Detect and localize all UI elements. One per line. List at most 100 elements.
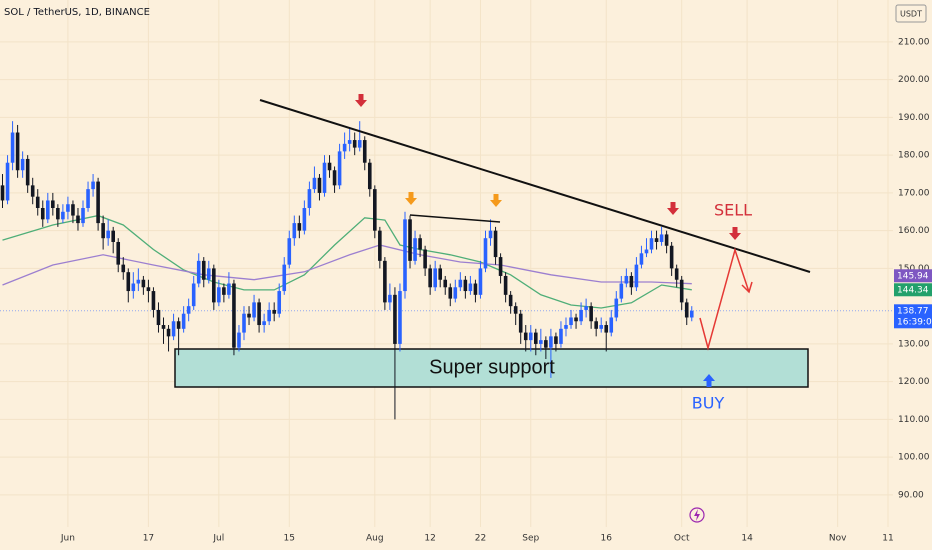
currency-box[interactable] <box>895 4 927 23</box>
price-tag <box>894 283 932 297</box>
candle-body <box>664 234 669 246</box>
x-tick-label: 15 <box>284 534 295 544</box>
y-tick-label: 160.00 <box>898 226 930 236</box>
candle-body <box>659 234 664 242</box>
candle-body <box>549 336 553 348</box>
candle-body <box>554 336 558 344</box>
candle-body <box>222 287 226 295</box>
candle-body <box>317 177 322 193</box>
candle-body <box>347 140 352 144</box>
y-tick-label: 150.00 <box>898 264 930 274</box>
candle-body <box>30 185 35 197</box>
candle-body <box>15 132 20 171</box>
candle-body <box>357 140 362 148</box>
candle-body <box>619 283 624 299</box>
candle-body <box>669 245 674 269</box>
moving-average <box>2 244 692 286</box>
x-tick-label: Jul <box>212 534 224 544</box>
candle-body <box>56 208 60 220</box>
candle-body <box>423 249 427 269</box>
candle-body <box>186 306 191 314</box>
candle-body <box>614 298 619 318</box>
axes: 90.00 100.00 110.00 120.00 130.00 150.00 160.0… <box>60 37 932 544</box>
candle-body <box>327 162 332 171</box>
candle-body <box>674 268 679 280</box>
candle-body <box>398 291 402 344</box>
candle-body <box>679 279 684 303</box>
y-tick-label: 90.00 <box>898 490 924 500</box>
candle-body <box>277 291 282 314</box>
support-zone <box>174 348 809 388</box>
y-tick-label: 170.00 <box>898 188 930 198</box>
candle-body <box>20 158 25 171</box>
x-tick-label: Sep <box>522 534 539 544</box>
y-tick-label: 190.00 <box>898 113 930 123</box>
x-tick-label: Oct <box>674 534 690 544</box>
candle-body <box>458 279 463 288</box>
candle-body <box>594 321 598 329</box>
candle-body <box>589 306 593 322</box>
candle-body <box>433 268 437 288</box>
candle-body <box>569 317 573 326</box>
candle-body <box>282 264 287 292</box>
candle-body <box>131 283 136 292</box>
candle-body <box>518 313 523 333</box>
candle-body <box>262 321 266 326</box>
candle-body <box>40 208 45 220</box>
candle-body <box>0 185 5 201</box>
candle-body <box>61 211 65 220</box>
event-icon[interactable] <box>689 507 705 523</box>
projection-arrowhead <box>741 281 753 294</box>
candle-body <box>191 283 196 307</box>
candles <box>0 121 694 420</box>
candle-body <box>166 328 171 337</box>
candle-body <box>35 196 40 209</box>
x-tick-label: Nov <box>829 534 847 544</box>
candle-body <box>383 260 387 303</box>
currency-label: USDT <box>900 10 922 19</box>
candle-body <box>121 264 126 273</box>
candle-body <box>151 291 156 310</box>
candle-body <box>453 287 458 299</box>
candle-body <box>171 321 176 337</box>
candle-body <box>126 272 131 292</box>
x-tick-label: Jun <box>60 534 75 544</box>
support-label: Super support <box>429 356 555 378</box>
candle-body <box>91 181 95 190</box>
candle-body <box>45 200 50 220</box>
candle-body <box>579 309 583 322</box>
candle-body <box>624 275 629 284</box>
countdown-label: 16:39:06 <box>897 317 932 327</box>
price-tag-label: 144.34 <box>897 285 929 295</box>
candle-body <box>247 313 251 318</box>
candle-body <box>96 181 100 224</box>
candle-body <box>378 230 382 261</box>
candle-body <box>473 283 478 295</box>
candle-body <box>232 283 236 348</box>
candle-body <box>684 302 689 318</box>
candle-body <box>418 238 422 250</box>
candle-body <box>81 208 85 224</box>
candle-body <box>66 204 70 212</box>
candle-body <box>544 340 548 348</box>
candle-body <box>493 230 498 258</box>
candle-body <box>367 162 372 190</box>
candle-body <box>428 268 432 288</box>
plot-area <box>0 0 893 527</box>
price-tag-label: 138.77 <box>897 306 929 316</box>
trend-line <box>259 99 811 273</box>
price-tag <box>894 304 932 329</box>
candle-body <box>564 325 568 329</box>
candle-body <box>413 238 417 261</box>
candle-body <box>649 238 654 250</box>
candle-body <box>76 215 80 224</box>
candle-body <box>287 238 292 265</box>
candle-body <box>478 268 483 295</box>
candle-body <box>181 313 186 329</box>
price-tag-label: 145.94 <box>897 271 929 281</box>
candle-body <box>322 162 327 193</box>
x-tick-label: 11 <box>882 534 893 544</box>
candle-body <box>654 238 659 242</box>
